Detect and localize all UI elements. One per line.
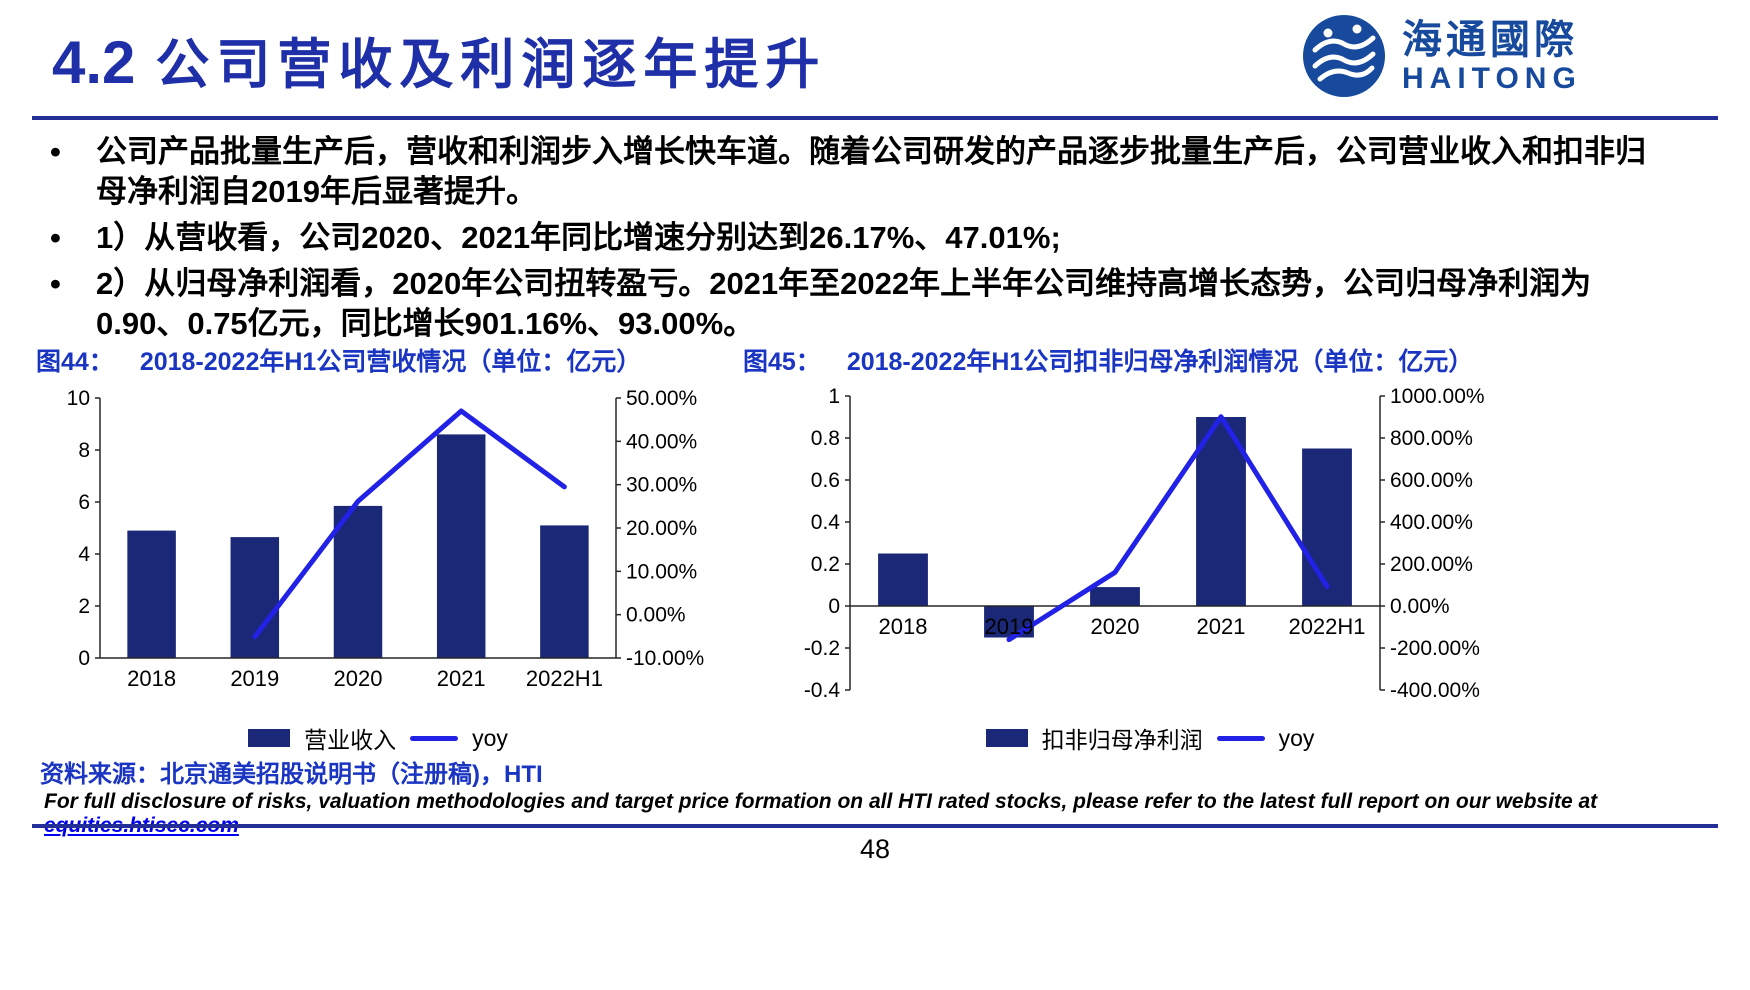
svg-text:50.00%: 50.00% <box>626 387 697 410</box>
svg-text:0.6: 0.6 <box>811 469 840 492</box>
svg-text:8: 8 <box>78 439 90 462</box>
svg-text:6: 6 <box>78 491 90 514</box>
logo: 海通國際 HAITONG <box>1300 12 1582 100</box>
header: 4.2 公司营收及利润逐年提升 <box>52 20 826 99</box>
svg-text:30.00%: 30.00% <box>626 474 697 497</box>
chart-fig-label: 图45： <box>743 348 821 376</box>
svg-text:0.00%: 0.00% <box>1390 595 1450 618</box>
chart-title: 图45： 2018-2022年H1公司扣非归母净利润情况（单位：亿元） <box>743 342 1565 378</box>
footer-rule <box>32 824 1718 828</box>
svg-text:1: 1 <box>828 385 840 408</box>
svg-text:600.00%: 600.00% <box>1390 469 1473 492</box>
svg-text:0.4: 0.4 <box>811 511 841 534</box>
svg-text:2021: 2021 <box>437 666 486 691</box>
legend-bar-swatch <box>985 729 1028 747</box>
header-rule <box>32 116 1718 120</box>
chart-svg: 10 8 6 4 2 0 50.00% 40.00% 30.00% 20.00% 10.00% 0.0… <box>67 387 705 691</box>
legend-line-swatch <box>410 735 459 741</box>
legend-line-label: yoy <box>1278 724 1315 751</box>
svg-text:20.00%: 20.00% <box>626 517 697 540</box>
svg-text:2019: 2019 <box>985 614 1034 639</box>
svg-text:-10.00%: -10.00% <box>626 647 704 670</box>
page-title: 公司营收及利润逐年提升 <box>155 35 827 95</box>
disclosure-body: For full disclosure of risks, valuation … <box>44 790 1598 813</box>
svg-text:2018: 2018 <box>879 614 928 639</box>
svg-text:2020: 2020 <box>334 666 383 691</box>
chart-block-revenue: 图44： 2018-2022年H1公司营收情况（单位：亿元） 10 8 6 4 2 0 50… <box>28 342 728 755</box>
svg-text:0.8: 0.8 <box>811 427 840 450</box>
svg-text:10: 10 <box>67 387 90 410</box>
source-note: 资料来源：北京通美招股说明书（注册稿)，HTI <box>40 761 543 788</box>
svg-text:2021: 2021 <box>1197 614 1246 639</box>
legend-line-swatch <box>1216 735 1265 741</box>
svg-text:0: 0 <box>78 647 90 670</box>
chart-canvas-revenue: 10 8 6 4 2 0 50.00% 40.00% 30.00% 20.00% 10.00% 0.0… <box>28 384 728 719</box>
svg-text:2: 2 <box>78 595 90 618</box>
svg-text:2022H1: 2022H1 <box>526 666 603 691</box>
chart-legend: 营业收入 yoy <box>28 721 728 755</box>
svg-text:0.00%: 0.00% <box>626 604 686 627</box>
svg-text:2019: 2019 <box>230 666 279 691</box>
svg-text:0.2: 0.2 <box>811 553 840 576</box>
legend-line-label: yoy <box>472 724 508 751</box>
logo-pattern <box>1312 35 1376 82</box>
svg-text:1000.00%: 1000.00% <box>1390 385 1485 408</box>
bullet-text: 公司产品批量生产后，营收和利润步入增长快车道。随着公司研发的产品逐步批量生产后，… <box>96 134 1646 209</box>
chart-title: 图44： 2018-2022年H1公司营收情况（单位：亿元） <box>36 342 728 378</box>
chart-legend: 扣非归母净利润 yoy <box>735 721 1565 755</box>
bullet-list: 公司产品批量生产后，营收和利润步入增长快车道。随着公司研发的产品逐步批量生产后，… <box>40 132 1670 350</box>
chart-block-net-profit: 图45： 2018-2022年H1公司扣非归母净利润情况（单位：亿元） 1 0.8… <box>735 342 1565 755</box>
svg-text:200.00%: 200.00% <box>1390 553 1473 576</box>
chart-canvas-net-profit: 1 0.8 0.6 0.4 0.2 0 -0.2 -0.4 1000.00% 800.00% 600… <box>735 384 1565 719</box>
logo-text-en: HAITONG <box>1402 61 1582 95</box>
logo-text-cn: 海通國際 <box>1402 17 1578 62</box>
legend-bar-swatch <box>248 729 291 747</box>
svg-text:400.00%: 400.00% <box>1390 511 1473 534</box>
haitong-logo-icon <box>1303 15 1385 97</box>
section-number: 4.2 <box>52 29 136 96</box>
chart-fig-label: 图44： <box>36 348 114 376</box>
svg-text:10.00%: 10.00% <box>626 560 697 583</box>
disclosure-text: For full disclosure of risks, valuation … <box>44 790 1750 838</box>
chart-title-text: 2018-2022年H1公司扣非归母净利润情况（单位：亿元） <box>846 348 1474 376</box>
svg-text:-0.2: -0.2 <box>804 637 840 660</box>
svg-text:800.00%: 800.00% <box>1390 427 1473 450</box>
svg-text:-0.4: -0.4 <box>804 679 841 702</box>
chart-svg: 1 0.8 0.6 0.4 0.2 0 -0.2 -0.4 1000.00% 800.00% 600… <box>804 385 1485 702</box>
svg-text:-200.00%: -200.00% <box>1390 637 1480 660</box>
page-number: 48 <box>859 834 891 864</box>
svg-text:2020: 2020 <box>1091 614 1140 639</box>
legend-bar-label: 扣非归母净利润 <box>1041 727 1203 753</box>
svg-text:2018: 2018 <box>127 666 176 691</box>
logo-text: 海通國際 HAITONG <box>1402 18 1582 95</box>
svg-text:4: 4 <box>78 543 90 566</box>
bullet-text: 1）从营收看，公司2020、2021年同比增速分别达到26.17%、47.01%… <box>96 220 1061 255</box>
bullet-text: 2）从归母净利润看，2020年公司扭转盈亏。2021年至2022年上半年公司维持… <box>96 266 1592 341</box>
legend-bar-label: 营业收入 <box>304 727 397 753</box>
chart-title-text: 2018-2022年H1公司营收情况（单位：亿元） <box>139 348 642 376</box>
svg-text:-400.00%: -400.00% <box>1390 679 1480 702</box>
bullet-item: 2）从归母净利润看，2020年公司扭转盈亏。2021年至2022年上半年公司维持… <box>40 264 1670 344</box>
bullet-item: 1）从营收看，公司2020、2021年同比增速分别达到26.17%、47.01%… <box>40 218 1670 258</box>
bullet-item: 公司产品批量生产后，营收和利润步入增长快车道。随着公司研发的产品逐步批量生产后，… <box>40 132 1670 212</box>
svg-text:2022H1: 2022H1 <box>1288 614 1365 639</box>
svg-text:40.00%: 40.00% <box>626 430 697 453</box>
svg-text:0: 0 <box>828 595 840 618</box>
